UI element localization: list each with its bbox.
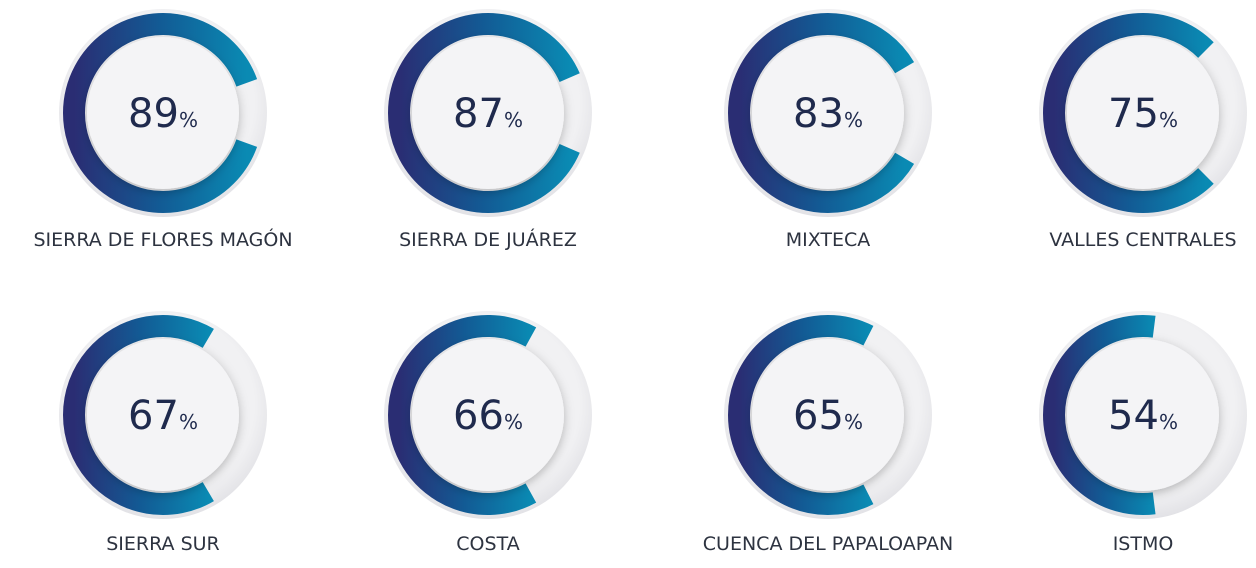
value-unit: % — [179, 108, 198, 132]
value-number: 87 — [453, 91, 504, 137]
gauge-arc — [388, 13, 580, 213]
gauge: 83% MIXTECA — [724, 9, 932, 251]
gauge-label: SIERRA DE JUÁREZ — [399, 228, 577, 251]
gauge-label: MIXTECA — [786, 229, 871, 251]
gauge: 54% ISTMO — [1039, 311, 1247, 555]
gauge-label: VALLES CENTRALES — [1049, 229, 1236, 251]
gauge-value: 75% — [1108, 91, 1178, 137]
value-unit: % — [504, 108, 523, 132]
gauge-value: 67% — [128, 393, 198, 439]
value-unit: % — [1159, 410, 1178, 434]
value-number: 54 — [1108, 393, 1159, 439]
gauge: 89% SIERRA DE FLORES MAGÓN — [33, 9, 293, 251]
gauge-value: 66% — [453, 393, 523, 439]
gauge-label: SIERRA DE FLORES MAGÓN — [33, 227, 292, 251]
gauge-label: CUENCA DEL PAPALOAPAN — [703, 533, 953, 555]
gauge-center — [1067, 37, 1219, 189]
value-number: 65 — [793, 393, 844, 439]
value-unit: % — [844, 410, 863, 434]
gauge-arc — [1043, 13, 1214, 213]
value-number: 67 — [128, 393, 179, 439]
gauge-center — [752, 339, 904, 491]
gauge-value: 87% — [453, 91, 523, 137]
gauge-label: SIERRA SUR — [106, 533, 220, 555]
gauge-arc — [63, 13, 258, 213]
gauge-arc — [388, 315, 537, 515]
value-number: 89 — [128, 91, 179, 137]
value-unit: % — [504, 410, 523, 434]
gauge: 65% CUENCA DEL PAPALOAPAN — [703, 311, 953, 555]
gauge-value: 65% — [793, 393, 863, 439]
gauge: 67% SIERRA SUR — [59, 311, 267, 555]
value-unit: % — [179, 410, 198, 434]
value-number: 66 — [453, 393, 504, 439]
gauge-center — [87, 339, 239, 491]
gauge: 66% COSTA — [384, 311, 592, 555]
gauge-center — [752, 37, 904, 189]
gauge-center — [412, 339, 564, 491]
gauge-label: ISTMO — [1113, 533, 1174, 555]
value-unit: % — [844, 108, 863, 132]
gauge-value: 83% — [793, 91, 863, 137]
gauge-arc — [728, 315, 874, 515]
gauge-label: COSTA — [456, 533, 519, 555]
value-number: 75 — [1108, 91, 1159, 137]
gauge: 87% SIERRA DE JUÁREZ — [384, 9, 592, 251]
value-unit: % — [1159, 108, 1178, 132]
value-number: 83 — [793, 91, 844, 137]
gauge: 75% VALLES CENTRALES — [1039, 9, 1247, 251]
gauge-arc — [1043, 315, 1156, 515]
gauge-center — [87, 37, 239, 189]
gauge-arc — [728, 13, 915, 213]
gauge-center — [1067, 339, 1219, 491]
gauge-center — [412, 37, 564, 189]
gauge-arc — [63, 315, 214, 515]
gauge-value: 54% — [1108, 393, 1178, 439]
gauge-value: 89% — [128, 91, 198, 137]
